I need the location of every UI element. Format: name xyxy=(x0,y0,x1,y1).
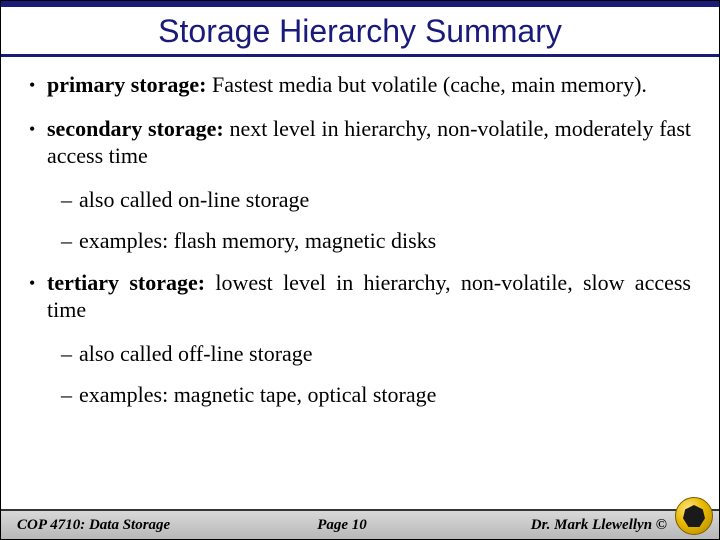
bullet-dot-icon: • xyxy=(29,115,47,170)
slide: Storage Hierarchy Summary • primary stor… xyxy=(0,0,720,540)
bullet-text: tertiary storage: lowest level in hierar… xyxy=(47,269,691,324)
sub-bullet-offline: – also called off-line storage xyxy=(61,340,691,368)
logo-inner-shape xyxy=(683,505,705,527)
logo-circle xyxy=(675,497,713,535)
bullet-dash-icon: – xyxy=(61,186,79,214)
bullet-dash-icon: – xyxy=(61,340,79,368)
sub-bullet-text: examples: magnetic tape, optical storage xyxy=(79,381,691,409)
bullet-tertiary: • tertiary storage: lowest level in hier… xyxy=(29,269,691,324)
slide-title: Storage Hierarchy Summary xyxy=(1,7,719,54)
ucf-logo-icon xyxy=(675,497,715,537)
bullet-text: primary storage: Fastest media but volat… xyxy=(47,71,691,99)
bullet-label: secondary storage: xyxy=(47,116,224,141)
sub-bullet-text: also called off-line storage xyxy=(79,340,691,368)
sub-bullet-secondary-examples: – examples: flash memory, magnetic disks xyxy=(61,227,691,255)
footer-course: COP 4710: Data Storage xyxy=(1,517,234,534)
bullet-rest: Fastest media but volatile (cache, main … xyxy=(206,72,646,97)
bullet-label: primary storage: xyxy=(47,72,206,97)
footer-page: Page 10 xyxy=(234,517,451,534)
title-bar-bottom xyxy=(1,54,719,57)
bullet-text: secondary storage: next level in hierarc… xyxy=(47,115,691,170)
bullet-label: tertiary storage: xyxy=(47,270,205,295)
footer-bar: COP 4710: Data Storage Page 10 Dr. Mark … xyxy=(1,509,719,539)
sub-bullet-online: – also called on-line storage xyxy=(61,186,691,214)
sub-bullet-text: examples: flash memory, magnetic disks xyxy=(79,227,691,255)
bullet-dash-icon: – xyxy=(61,227,79,255)
bullet-dot-icon: • xyxy=(29,269,47,324)
bullet-secondary: • secondary storage: next level in hiera… xyxy=(29,115,691,170)
bullet-primary: • primary storage: Fastest media but vol… xyxy=(29,71,691,99)
content-area: • primary storage: Fastest media but vol… xyxy=(1,71,719,409)
sub-bullet-tertiary-examples: – examples: magnetic tape, optical stora… xyxy=(61,381,691,409)
bullet-dash-icon: – xyxy=(61,381,79,409)
bullet-dot-icon: • xyxy=(29,71,47,99)
sub-bullet-text: also called on-line storage xyxy=(79,186,691,214)
